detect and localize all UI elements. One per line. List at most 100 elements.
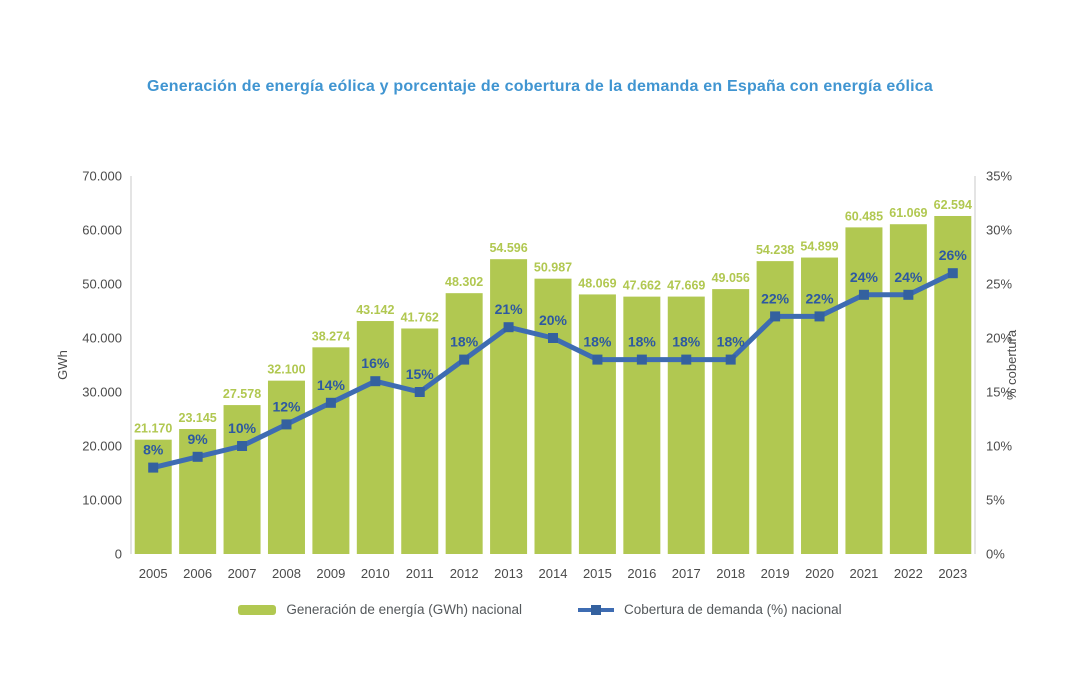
x-axis-label: 2016 xyxy=(627,566,656,581)
coverage-pct-label: 26% xyxy=(939,247,968,263)
line-marker-2019 xyxy=(770,311,781,322)
bar-value-label: 27.578 xyxy=(223,387,261,401)
coverage-pct-label: 15% xyxy=(406,366,435,382)
right-axis-tick: 25% xyxy=(986,277,1012,292)
x-axis-label: 2023 xyxy=(938,566,967,581)
bar-2015 xyxy=(578,294,616,554)
bar-2021 xyxy=(845,227,883,555)
x-axis-label: 2015 xyxy=(583,566,612,581)
bar-2019 xyxy=(756,261,794,554)
left-axis-tick: 50.000 xyxy=(82,277,122,292)
line-marker-2010 xyxy=(370,376,381,387)
bar-value-label: 50.987 xyxy=(534,261,572,275)
coverage-pct-label: 10% xyxy=(228,420,257,436)
x-axis-label: 2009 xyxy=(316,566,345,581)
x-axis-label: 2011 xyxy=(406,566,434,581)
bar-2023 xyxy=(934,215,972,554)
right-axis-tick: 0% xyxy=(986,547,1005,562)
bar-2012 xyxy=(445,293,483,554)
left-axis-tick: 30.000 xyxy=(82,385,122,400)
legend-bar-swatch-icon xyxy=(238,604,277,615)
x-axis-label: 2007 xyxy=(228,566,257,581)
coverage-pct-label: 18% xyxy=(450,334,479,350)
bar-value-label: 54.238 xyxy=(756,243,794,257)
bar-2017 xyxy=(667,296,705,554)
x-axis-label: 2010 xyxy=(361,566,390,581)
bar-value-label: 38.274 xyxy=(312,329,350,343)
coverage-pct-label: 9% xyxy=(188,431,209,447)
x-axis-label: 2013 xyxy=(494,566,523,581)
bar-value-label: 21.170 xyxy=(134,422,172,436)
legend-line-swatch-icon xyxy=(578,604,614,616)
bar-value-label: 62.594 xyxy=(934,198,972,212)
line-marker-2016 xyxy=(636,354,647,365)
coverage-pct-label: 18% xyxy=(672,334,701,350)
line-marker-2006 xyxy=(192,451,203,462)
legend-item-coverage: Cobertura de demanda (%) nacional xyxy=(578,602,842,617)
bar-2007 xyxy=(223,405,261,554)
bar-value-label: 32.100 xyxy=(267,363,305,377)
right-axis-tick: 30% xyxy=(986,223,1012,238)
coverage-pct-label: 22% xyxy=(761,290,790,306)
chart-title: Generación de energía eólica y porcentaj… xyxy=(147,78,933,95)
bar-value-label: 61.069 xyxy=(889,206,927,220)
coverage-pct-label: 18% xyxy=(583,334,612,350)
left-axis-tick: 0 xyxy=(115,547,122,562)
right-axis-tick: 20% xyxy=(986,331,1012,346)
x-axis-label: 2020 xyxy=(805,566,834,581)
bar-2014 xyxy=(534,278,572,554)
coverage-pct-label: 12% xyxy=(272,398,301,414)
x-axis-label: 2014 xyxy=(539,566,568,581)
x-axis-label: 2022 xyxy=(894,566,923,581)
bar-2018 xyxy=(712,289,750,554)
bar-value-label: 23.145 xyxy=(179,411,217,425)
left-axis-tick: 60.000 xyxy=(82,223,122,238)
x-axis-label: 2005 xyxy=(139,566,168,581)
coverage-pct-label: 8% xyxy=(143,442,164,458)
left-axis-tick: 40.000 xyxy=(82,331,122,346)
bar-value-label: 60.485 xyxy=(845,209,883,223)
coverage-pct-label: 14% xyxy=(317,377,346,393)
line-marker-2008 xyxy=(281,419,292,430)
line-marker-2018 xyxy=(725,354,736,365)
bar-value-label: 49.056 xyxy=(712,271,750,285)
line-marker-2014 xyxy=(548,333,558,343)
chart-legend: Generación de energía (GWh) nacional Cob… xyxy=(0,602,1080,617)
left-axis-tick: 10.000 xyxy=(82,493,122,508)
x-axis-label: 2021 xyxy=(849,566,878,581)
coverage-pct-label: 20% xyxy=(539,312,568,328)
bar-value-label: 48.069 xyxy=(578,276,616,290)
bar-2005 xyxy=(134,439,172,554)
x-axis-label: 2018 xyxy=(716,566,745,581)
right-axis-tick: 15% xyxy=(986,385,1012,400)
x-axis-label: 2012 xyxy=(450,566,479,581)
line-marker-2023 xyxy=(947,268,958,279)
bar-value-label: 43.142 xyxy=(356,303,394,317)
left-axis-title: GWh xyxy=(55,350,70,380)
line-marker-2020 xyxy=(814,311,825,322)
line-marker-2022 xyxy=(903,289,914,300)
line-marker-2012 xyxy=(459,354,470,365)
x-axis-label: 2008 xyxy=(272,566,301,581)
legend-line-marker xyxy=(591,604,601,615)
legend-generation-label: Generación de energía (GWh) nacional xyxy=(286,602,522,617)
bar-value-label: 47.669 xyxy=(667,279,705,293)
bar-value-label: 54.596 xyxy=(489,241,527,255)
coverage-pct-label: 24% xyxy=(850,269,879,285)
coverage-pct-label: 16% xyxy=(361,355,390,371)
right-axis-title: % cobertura xyxy=(1004,329,1019,400)
line-marker-2009 xyxy=(325,397,336,408)
bar-value-label: 48.302 xyxy=(445,275,483,289)
line-marker-2017 xyxy=(681,354,692,365)
bar-2009 xyxy=(312,347,350,554)
coverage-pct-label: 21% xyxy=(495,301,524,317)
bar-value-label: 47.662 xyxy=(623,279,661,293)
line-marker-2015 xyxy=(592,354,603,365)
bar-2022 xyxy=(889,224,927,554)
legend-item-generation: Generación de energía (GWh) nacional xyxy=(238,602,522,617)
bar-2013 xyxy=(490,259,528,554)
x-axis-label: 2019 xyxy=(761,566,790,581)
coverage-pct-label: 18% xyxy=(628,334,657,350)
